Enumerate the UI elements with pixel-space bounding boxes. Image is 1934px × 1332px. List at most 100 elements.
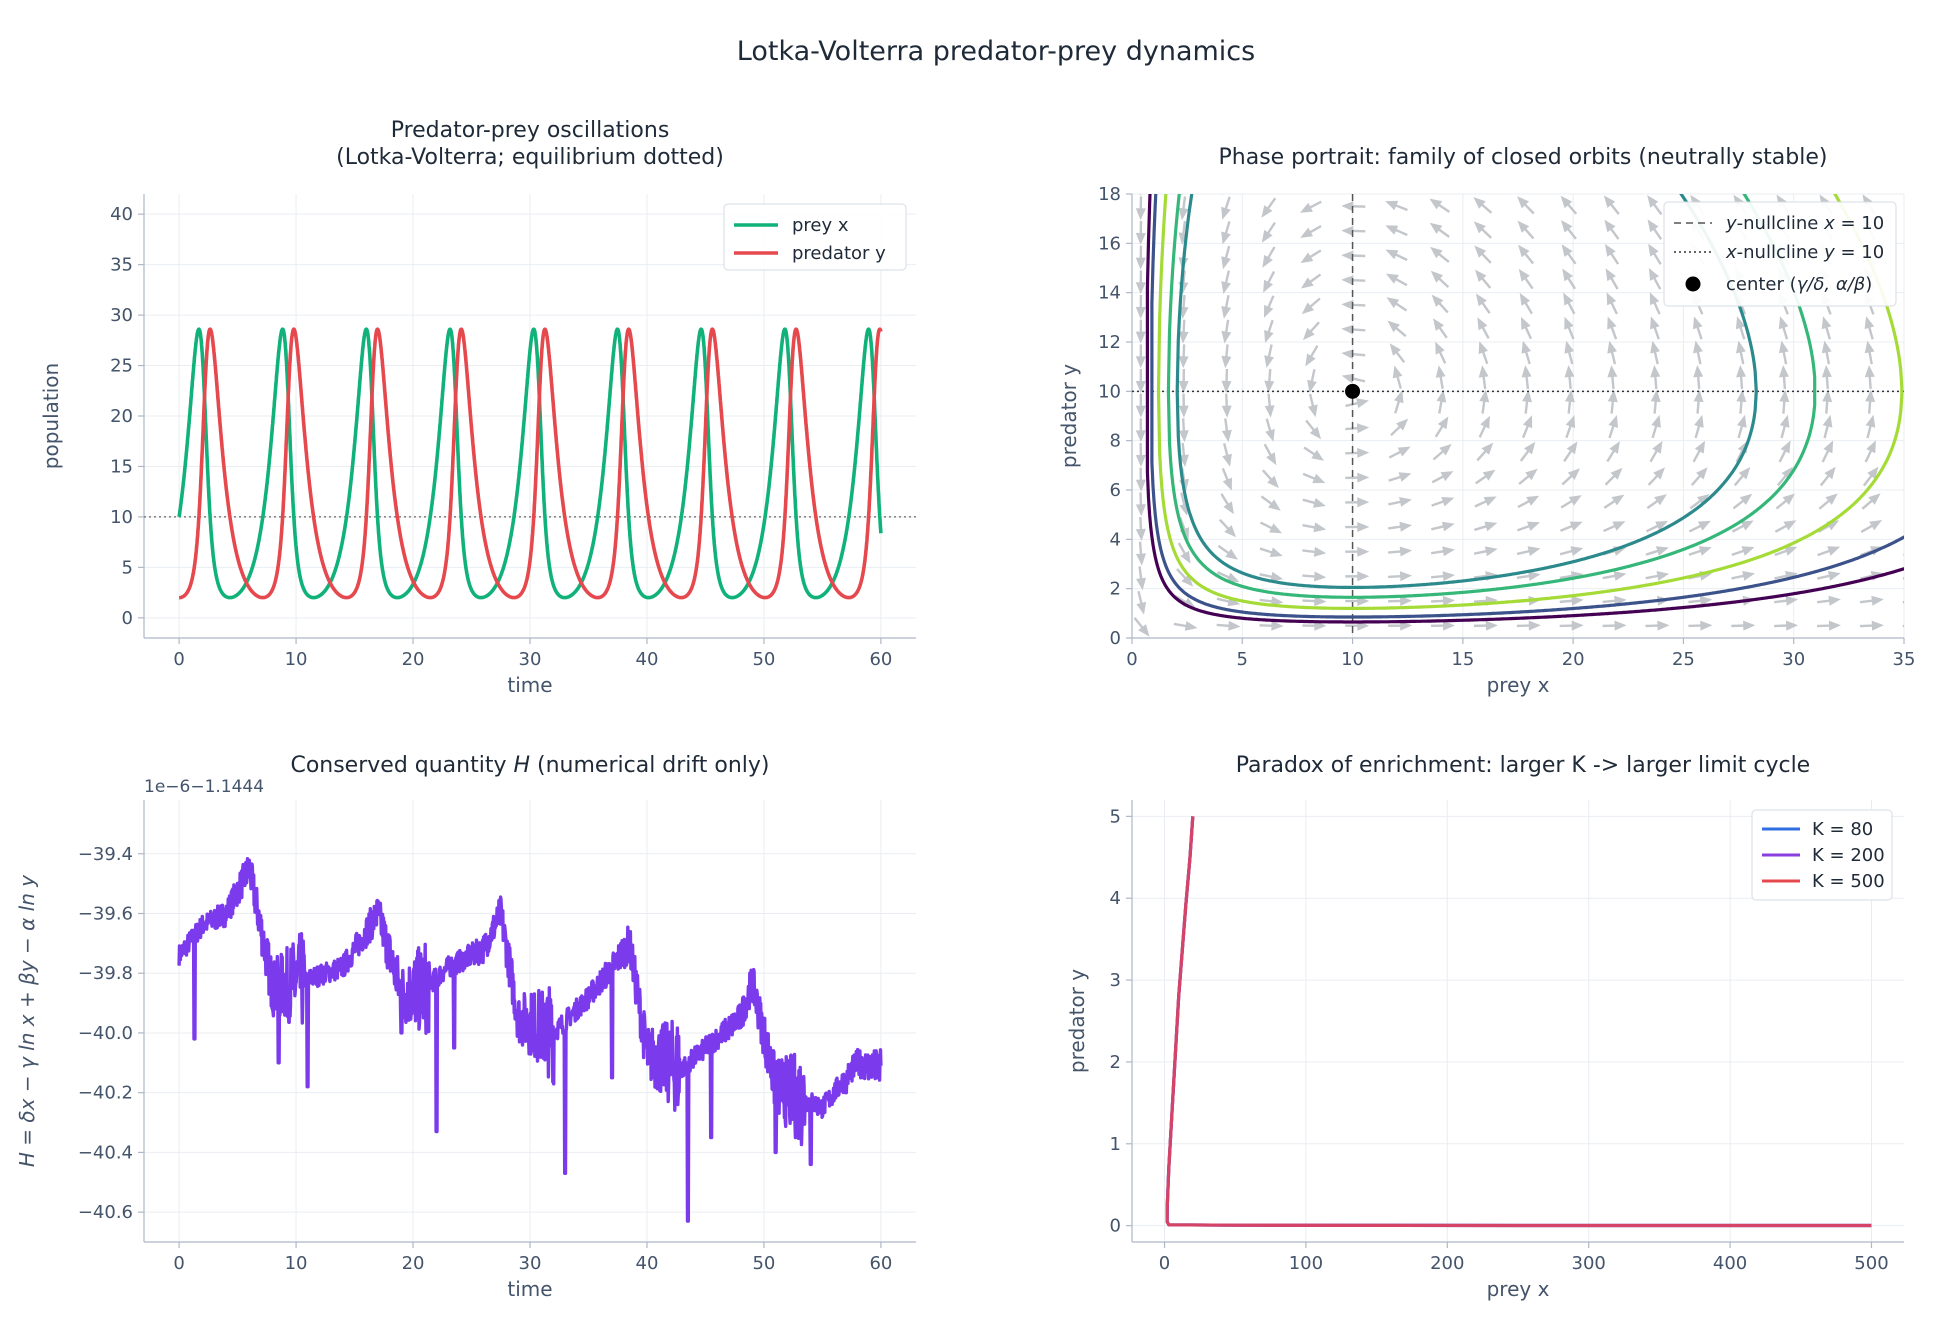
- legend-entry-k1: K = 200: [1812, 845, 1885, 866]
- conserved-ytick-label: −39.8: [78, 963, 133, 984]
- vector-arrow-head: [1871, 595, 1884, 606]
- vector-arrow-head: [1564, 365, 1575, 378]
- vector-arrow-head: [1265, 428, 1275, 442]
- timeseries-subtitle: (Lotka-Volterra; equilibrium dotted): [336, 145, 724, 170]
- vector-arrow-head: [1906, 194, 1917, 207]
- vector-arrow-head: [1517, 220, 1530, 233]
- vector-arrow-head: [1906, 219, 1916, 232]
- vector-arrow-head: [1473, 221, 1486, 234]
- vector-arrow-head: [1313, 498, 1326, 508]
- vector-arrow-head: [1650, 389, 1661, 403]
- vector-arrow-head: [1357, 522, 1370, 532]
- vector-arrow-head: [1300, 178, 1313, 188]
- vector-arrow-head: [1821, 340, 1832, 354]
- vector-arrow-head: [1571, 620, 1584, 631]
- vector-arrow-head: [1915, 621, 1927, 631]
- phase-legend: [1663, 201, 1897, 307]
- vector-arrow-head: [1649, 292, 1660, 306]
- vector-arrow-head: [1528, 620, 1541, 631]
- vector-arrow-head: [1570, 546, 1584, 556]
- legend-entry-1: predator y: [792, 243, 886, 264]
- vector-arrow-shaft: [1778, 173, 1789, 189]
- vector-arrow-head: [1653, 467, 1665, 480]
- vector-arrow-head: [1433, 318, 1444, 331]
- vector-arrow-head: [1135, 454, 1146, 467]
- vector-arrow-head: [1386, 297, 1400, 309]
- vector-arrow-head: [1696, 467, 1708, 480]
- vector-arrow-shaft: [1905, 496, 1920, 509]
- vector-arrow-head: [1822, 414, 1833, 428]
- vector-arrow-head: [1910, 467, 1921, 480]
- vector-arrow-head: [1268, 499, 1281, 511]
- vector-arrow-head: [1828, 595, 1841, 606]
- vector-arrow-head: [1178, 405, 1189, 418]
- vector-arrow-head: [1698, 546, 1712, 556]
- vector-arrow-shaft: [1735, 174, 1747, 190]
- vector-arrow-head: [1650, 340, 1660, 354]
- phase-xtick-label: 5: [1237, 649, 1248, 670]
- vector-arrow-head: [1567, 468, 1580, 480]
- vector-arrow-head: [1473, 173, 1485, 185]
- vector-arrow-head: [1429, 222, 1443, 234]
- vector-arrow-head: [1524, 441, 1536, 455]
- closed-orbit-2: [1156, 194, 1904, 610]
- vector-arrow-head: [1135, 306, 1146, 319]
- vector-arrow-head: [1394, 390, 1404, 404]
- vector-arrow-head: [1821, 365, 1832, 378]
- vector-arrow-head: [1267, 475, 1279, 489]
- vector-arrow-head: [1785, 595, 1799, 606]
- vector-arrow-shaft: [1223, 172, 1230, 191]
- vector-arrow-head: [1270, 596, 1284, 607]
- vector-arrow-head: [1440, 471, 1454, 482]
- vector-arrow-head: [1733, 170, 1744, 183]
- vector-arrow-head: [1614, 620, 1627, 631]
- phase-xtick-label: 35: [1893, 649, 1916, 670]
- enrichment-xtick-label: 300: [1572, 1253, 1606, 1274]
- vector-arrow-head: [1341, 299, 1354, 310]
- vector-arrow-head: [1135, 405, 1146, 418]
- enrichment-xtick-label: 400: [1713, 1253, 1747, 1274]
- timeseries-xtick-label: 10: [285, 649, 308, 670]
- vector-arrow-head: [1178, 331, 1189, 344]
- vector-arrow-head: [1474, 245, 1487, 258]
- vector-arrow-head: [1913, 546, 1926, 555]
- vector-arrow-head: [1908, 316, 1918, 329]
- vector-arrow-head: [1485, 620, 1498, 631]
- vector-arrow-head: [1517, 172, 1529, 184]
- vector-arrow-shaft: [1563, 174, 1577, 189]
- vector-arrow-head: [1341, 349, 1354, 360]
- panel-conserved-quantity: Conserved quantity H (numerical drift on…: [15, 753, 916, 1301]
- closed-orbit-4: [1175, 194, 1758, 589]
- vector-arrow-shaft: [1903, 530, 1904, 532]
- vector-arrow-head: [1222, 453, 1232, 467]
- vector-arrow-head: [1604, 244, 1616, 257]
- phase-xtick-label: 30: [1782, 649, 1805, 670]
- vector-arrow-head: [1741, 546, 1755, 556]
- vector-arrow-shaft: [1910, 419, 1915, 438]
- enrichment-y-axis-label: predator y: [1065, 969, 1089, 1073]
- vector-arrow-head: [1611, 494, 1625, 506]
- vector-arrow-shaft: [1263, 174, 1275, 190]
- legend-entry-nullcline-1: x-nullcline y = 10: [1725, 242, 1884, 263]
- vector-arrow-head: [1341, 225, 1354, 236]
- timeseries-title: Predator-prey oscillations: [391, 118, 670, 143]
- vector-arrow-head: [1482, 469, 1496, 481]
- vector-arrow-head: [1309, 426, 1322, 440]
- vector-arrow-head: [1308, 404, 1318, 418]
- vector-arrow-head: [1823, 440, 1834, 454]
- vector-arrow-head: [1606, 292, 1617, 306]
- vector-arrow-head: [1435, 341, 1445, 355]
- phase-ytick-label: 4: [1110, 529, 1121, 550]
- phase-ytick-label: 18: [1098, 184, 1121, 205]
- vector-arrow-head: [1608, 415, 1618, 428]
- closed-orbit-3: [1166, 194, 1817, 599]
- vector-arrow-head: [1264, 304, 1274, 318]
- vector-arrow-head: [1528, 571, 1541, 581]
- vector-arrow-head: [1135, 430, 1146, 443]
- vector-arrow-shaft: [1520, 175, 1534, 189]
- timeseries-ytick-label: 20: [110, 406, 133, 427]
- vector-arrow-head: [1743, 620, 1756, 631]
- enrichment-xtick-label: 500: [1854, 1253, 1888, 1274]
- timeseries-x-axis-label: time: [507, 673, 552, 697]
